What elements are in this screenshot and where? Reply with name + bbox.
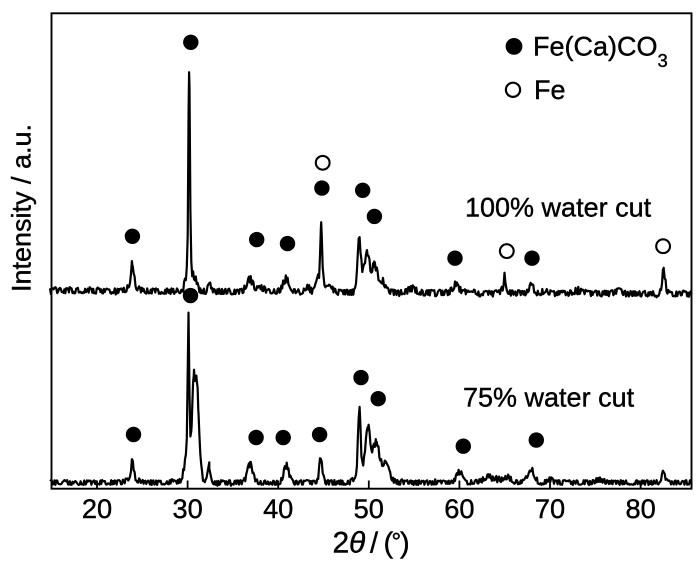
svg-text:75% water cut: 75% water cut bbox=[463, 383, 635, 413]
svg-text:60: 60 bbox=[444, 493, 474, 524]
svg-text:20: 20 bbox=[82, 493, 112, 524]
svg-text:2θ/(°): 2θ / (°) bbox=[333, 527, 410, 560]
svg-text:100% water cut: 100% water cut bbox=[465, 193, 652, 223]
svg-text:80: 80 bbox=[625, 493, 655, 524]
svg-text:30: 30 bbox=[172, 493, 202, 524]
svg-text:40: 40 bbox=[263, 493, 293, 524]
svg-text:Fe: Fe bbox=[534, 75, 566, 105]
svg-text:70: 70 bbox=[535, 493, 565, 524]
svg-text:Intensity / a.u.: Intensity / a.u. bbox=[7, 124, 37, 292]
svg-text:50: 50 bbox=[354, 493, 384, 524]
